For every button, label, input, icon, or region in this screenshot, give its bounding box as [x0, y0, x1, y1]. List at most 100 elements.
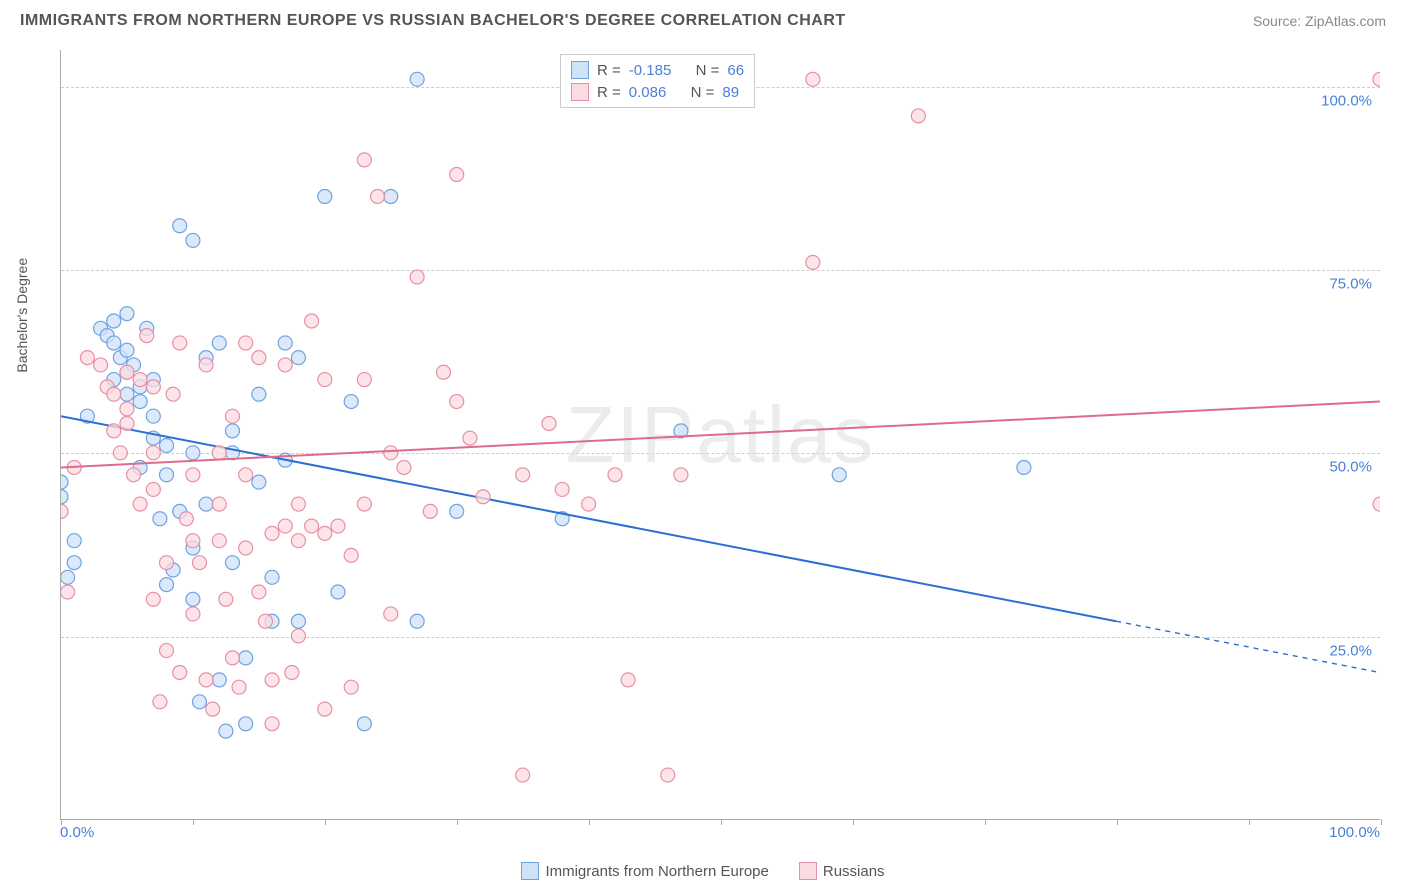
data-point — [410, 270, 424, 284]
data-point — [252, 585, 266, 599]
data-point — [516, 768, 530, 782]
data-point — [212, 446, 226, 460]
data-point — [133, 373, 147, 387]
data-point — [1017, 460, 1031, 474]
data-point — [146, 592, 160, 606]
data-point — [437, 365, 451, 379]
data-point — [193, 695, 207, 709]
data-point — [179, 512, 193, 526]
data-point — [344, 548, 358, 562]
data-point — [61, 490, 68, 504]
data-point — [331, 519, 345, 533]
data-point — [107, 387, 121, 401]
x-axis-labels: 0.0% 100.0% — [60, 824, 1380, 844]
data-point — [160, 468, 174, 482]
series-legend: Immigrants from Northern Europe Russians — [0, 862, 1406, 880]
data-point — [166, 387, 180, 401]
plot-area: ZIPatlas 25.0%50.0%75.0%100.0% — [60, 50, 1380, 820]
data-point — [291, 534, 305, 548]
data-point — [357, 153, 371, 167]
data-point — [291, 351, 305, 365]
data-point — [516, 468, 530, 482]
data-point — [186, 468, 200, 482]
data-point — [107, 336, 121, 350]
data-point — [61, 475, 68, 489]
data-point — [113, 446, 127, 460]
x-axis-max-label: 100.0% — [1329, 824, 1380, 841]
data-point — [61, 585, 75, 599]
data-point — [67, 534, 81, 548]
data-point — [806, 255, 820, 269]
data-point — [160, 556, 174, 570]
data-point — [371, 189, 385, 203]
data-point — [153, 695, 167, 709]
data-point — [199, 358, 213, 372]
data-point — [212, 534, 226, 548]
data-point — [397, 460, 411, 474]
legend-row: R = 0.086 N = 89 — [571, 81, 744, 103]
data-point — [911, 109, 925, 123]
data-point — [193, 556, 207, 570]
legend-n-value: 89 — [722, 84, 739, 101]
trend-line-extrapolated — [1116, 621, 1380, 672]
data-point — [291, 629, 305, 643]
data-point — [120, 417, 134, 431]
data-point — [357, 497, 371, 511]
data-point — [476, 490, 490, 504]
data-point — [146, 380, 160, 394]
data-point — [199, 497, 213, 511]
data-point — [384, 607, 398, 621]
data-point — [146, 482, 160, 496]
data-point — [186, 446, 200, 460]
data-point — [239, 651, 253, 665]
data-point — [206, 702, 220, 716]
data-point — [291, 614, 305, 628]
data-point — [305, 314, 319, 328]
legend-swatch — [571, 61, 589, 79]
data-point — [186, 607, 200, 621]
data-point — [582, 497, 596, 511]
data-point — [225, 409, 239, 423]
chart-title: IMMIGRANTS FROM NORTHERN EUROPE VS RUSSI… — [20, 12, 846, 30]
data-point — [239, 717, 253, 731]
data-point — [120, 307, 134, 321]
data-point — [318, 526, 332, 540]
legend-swatch — [571, 83, 589, 101]
x-tick — [1381, 819, 1382, 825]
x-axis-min-label: 0.0% — [60, 824, 94, 841]
data-point — [661, 768, 675, 782]
data-point — [555, 482, 569, 496]
data-point — [1373, 497, 1380, 511]
data-point — [61, 570, 75, 584]
data-point — [410, 614, 424, 628]
data-point — [146, 446, 160, 460]
data-point — [318, 373, 332, 387]
data-point — [1373, 72, 1380, 86]
data-point — [160, 578, 174, 592]
data-point — [542, 417, 556, 431]
data-point — [225, 424, 239, 438]
data-point — [239, 468, 253, 482]
legend-r-value: 0.086 — [629, 84, 667, 101]
series-name: Immigrants from Northern Europe — [545, 863, 768, 880]
data-point — [450, 168, 464, 182]
data-point — [199, 673, 213, 687]
correlation-legend: R = -0.185 N = 66 R = 0.086 N = 89 — [560, 54, 755, 108]
data-point — [252, 475, 266, 489]
legend-swatch — [521, 862, 539, 880]
data-point — [318, 189, 332, 203]
data-point — [357, 373, 371, 387]
data-point — [120, 343, 134, 357]
data-point — [384, 189, 398, 203]
data-point — [265, 570, 279, 584]
data-point — [285, 666, 299, 680]
data-point — [225, 651, 239, 665]
data-point — [133, 395, 147, 409]
data-point — [265, 526, 279, 540]
y-axis-title: Bachelor's Degree — [14, 258, 30, 373]
data-point — [107, 314, 121, 328]
data-point — [107, 424, 121, 438]
data-point — [80, 351, 94, 365]
data-point — [278, 336, 292, 350]
data-point — [212, 497, 226, 511]
